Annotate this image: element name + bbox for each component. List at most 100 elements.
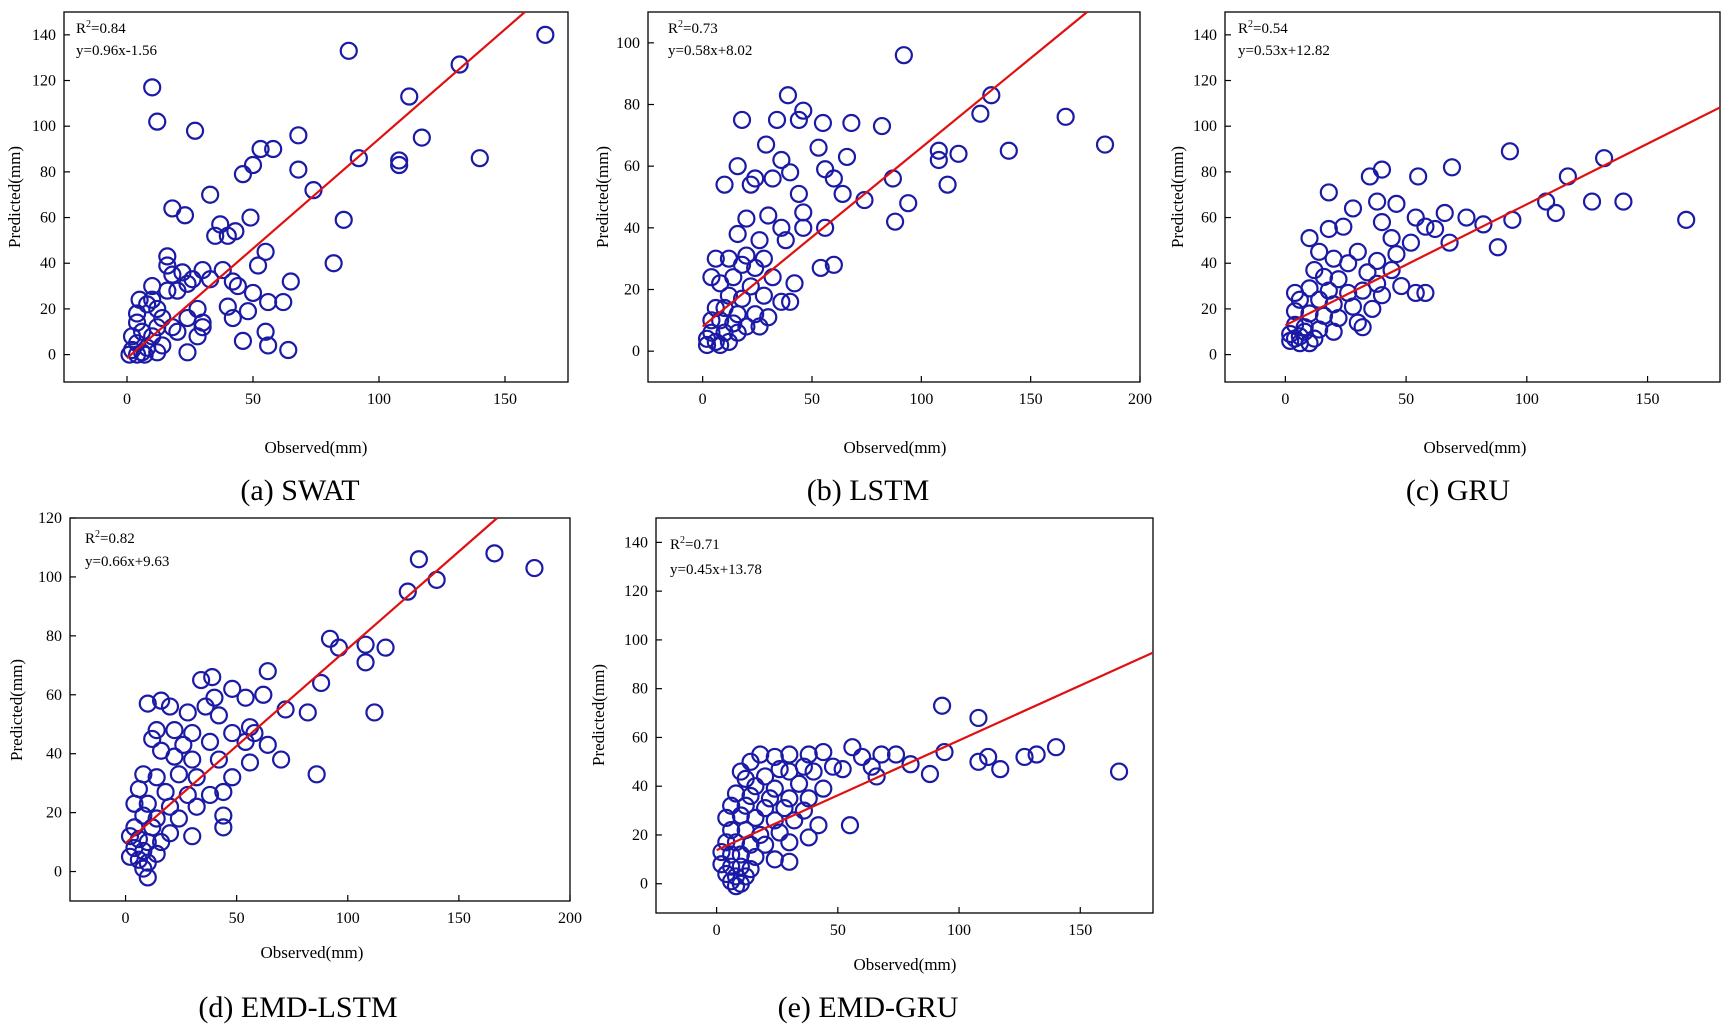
scatter-point [209, 750, 228, 769]
panel-emd-gru: 0 50 100 150 0 20 40 60 80 100 120 140 R2=0.71 y=0.… [589, 517, 1154, 1024]
y-tick-label: 40 [632, 778, 648, 795]
scatter-point [697, 335, 717, 355]
regression-equation: y=0.53x+12.82 [1238, 43, 1330, 59]
scatter-point [1372, 213, 1392, 232]
scatter-point [823, 757, 843, 776]
scatter-point [174, 735, 193, 754]
scatter-point [175, 206, 195, 225]
scatter-point [178, 308, 197, 328]
y-axis-label: Predicted(mm) [593, 146, 612, 248]
scatter-point [894, 46, 913, 65]
scatter-point [223, 308, 242, 328]
x-axis-label: Observed(mm) [844, 438, 947, 457]
scatter-point [999, 141, 1018, 160]
panel-lstm: 0 50 100 150 200 0 20 40 60 80 100 R2=0.73 y=0.58x… [593, 11, 1152, 507]
scatter-point [1310, 242, 1329, 261]
scatter-point [1343, 199, 1363, 218]
scatter-point [214, 818, 233, 837]
scatter-point [731, 874, 750, 893]
scatter-point [160, 697, 180, 716]
y-axis-label: Predicted(mm) [7, 659, 26, 761]
scatter-point [920, 764, 940, 784]
x-tick-label: 100 [947, 922, 971, 939]
scatter-point [256, 242, 275, 261]
scatter-point [1387, 244, 1406, 264]
scatter-point [794, 218, 813, 237]
y-tick-label: 100 [1193, 118, 1217, 135]
x-tick-label: 100 [909, 391, 933, 408]
x-tick-label: 0 [713, 922, 721, 939]
scatter-point [722, 845, 741, 864]
scatter-point [794, 801, 813, 820]
scatter-point [138, 853, 157, 872]
scatter-point [165, 747, 184, 766]
y-tick-label: 40 [46, 746, 62, 763]
regression-equation: y=0.45x+13.78 [670, 562, 762, 578]
scatter-point [1056, 107, 1075, 126]
scatter-point [185, 121, 205, 140]
scatter-point [809, 816, 828, 835]
scatter-point [785, 811, 804, 830]
scatter-point [991, 760, 1010, 779]
panel-caption: (d) EMD-LSTM [198, 991, 397, 1024]
scatter-point [1334, 217, 1353, 236]
scatter-point [168, 281, 187, 300]
x-tick-label: 150 [1019, 391, 1043, 408]
scatter-point [722, 796, 741, 815]
scatter-point [158, 256, 177, 275]
scatter-point [376, 638, 395, 657]
scatter-point [1300, 279, 1319, 298]
scatter-point [205, 688, 224, 707]
scatter-point [755, 767, 775, 786]
scatter-point [178, 343, 197, 362]
r-squared-label: R2=0.71 [670, 535, 720, 553]
scatter-point [754, 286, 773, 305]
scatter-point [289, 126, 308, 145]
plot-frame [1224, 11, 1721, 383]
scatter-point [298, 703, 317, 722]
scatter-point [241, 208, 260, 227]
y-tick-label: 100 [38, 569, 62, 586]
scatter-point [1401, 233, 1421, 252]
scatter-point [390, 155, 409, 175]
scatter-point [1372, 286, 1392, 305]
scatter-point [178, 703, 197, 722]
scatter-point [206, 226, 225, 245]
scatter-point [901, 755, 920, 774]
r-squared-label: R2=0.82 [85, 529, 135, 547]
scatter-point [427, 570, 446, 589]
scatter-point [134, 806, 153, 825]
scatter-point [1285, 302, 1305, 321]
scatter-point [135, 345, 154, 364]
scatter-point [356, 653, 375, 672]
scatter-point [1416, 283, 1435, 303]
r-squared-label: R2=0.54 [1238, 19, 1288, 37]
x-tick-label: 50 [804, 391, 820, 408]
y-tick-label: 120 [1193, 73, 1217, 90]
scatter-point [158, 281, 177, 300]
scatter-point [409, 550, 428, 569]
scatter-point [143, 327, 162, 346]
scatter-point [1387, 194, 1406, 213]
regression-equation: y=0.58x+8.02 [668, 43, 752, 59]
scatter-point [1582, 192, 1602, 211]
scatter-point [236, 732, 255, 752]
scatter-point [209, 706, 228, 725]
x-tick-label: 50 [830, 922, 846, 939]
y-tick-label: 100 [624, 632, 648, 649]
scatter-point [969, 708, 988, 728]
x-tick-label: 50 [1398, 391, 1414, 408]
scatter-point [1358, 263, 1377, 282]
scatter-point [935, 742, 954, 762]
scatter-point [737, 209, 756, 228]
scatter-point [756, 135, 776, 154]
scatter-point [746, 305, 765, 324]
scatter-point [722, 820, 741, 840]
scatter-point [929, 150, 948, 170]
y-tick-label: 0 [640, 876, 648, 893]
scatter-point [746, 808, 765, 828]
scatter-point [525, 558, 544, 578]
x-tick-label: 100 [336, 910, 360, 927]
regression-line [716, 651, 1154, 852]
